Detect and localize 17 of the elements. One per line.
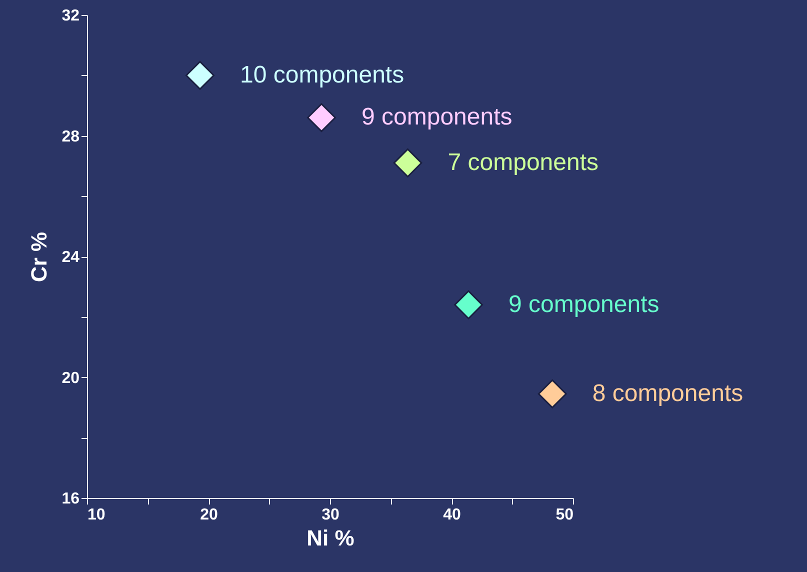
series-label: 10 components [240, 61, 404, 88]
x-tick-label: 40 [443, 506, 461, 524]
x-tick-label: 10 [88, 506, 106, 524]
y-tick-label: 28 [62, 128, 80, 146]
x-axis-title: Ni % [306, 526, 354, 550]
series-label: 8 components [592, 380, 744, 407]
x-tick-label: 20 [200, 506, 218, 524]
series-label: 9 components [361, 104, 512, 131]
series-label: 7 components [448, 148, 599, 176]
y-tick-label: 20 [62, 370, 80, 387]
series-label: 9 components [508, 290, 660, 318]
y-axis-title: Cr % [26, 232, 52, 282]
x-tick-label: 30 [322, 506, 340, 524]
y-tick-label: 24 [62, 249, 80, 266]
y-tick-label: 32 [62, 8, 80, 24]
y-tick-label: 16 [62, 490, 80, 508]
x-tick-label: 50 [556, 506, 574, 524]
